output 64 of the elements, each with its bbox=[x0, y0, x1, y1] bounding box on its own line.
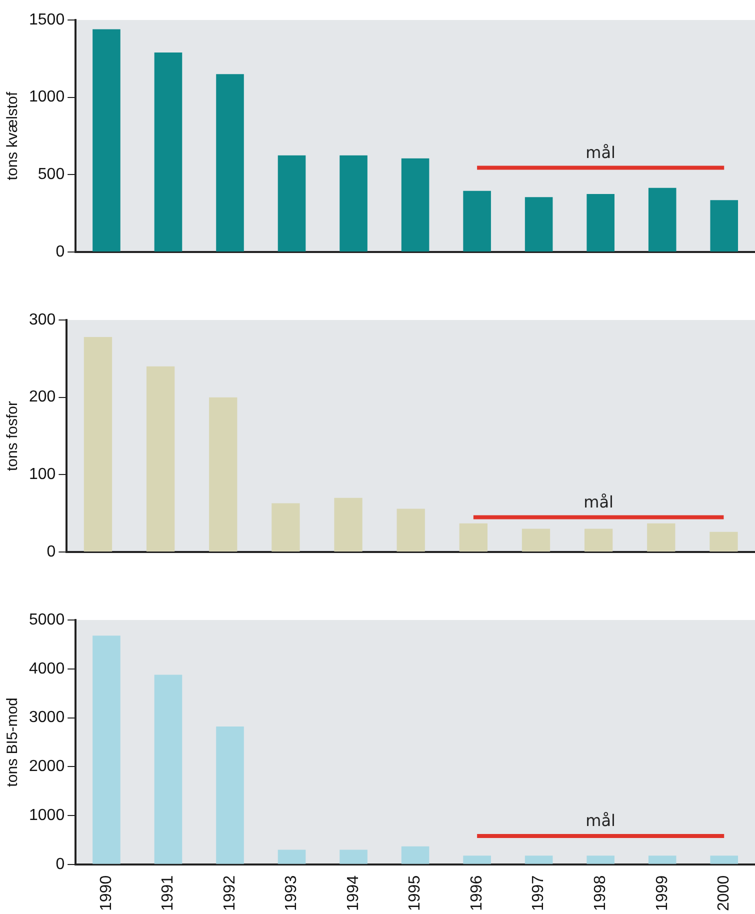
series-label: mål bbox=[586, 142, 616, 162]
y-tick-label: 0 bbox=[56, 856, 65, 873]
y-tick-label: 0 bbox=[46, 543, 56, 560]
bar bbox=[334, 498, 362, 552]
bar bbox=[459, 523, 488, 552]
y-tick-label: 500 bbox=[38, 166, 65, 184]
bar bbox=[710, 856, 738, 864]
bar bbox=[216, 726, 244, 864]
x-tick-label: 1993 bbox=[283, 875, 300, 911]
y-tick-label: 1000 bbox=[29, 88, 65, 106]
x-tick-label: 1990 bbox=[98, 875, 115, 911]
series-label: mål bbox=[586, 811, 616, 830]
bar bbox=[84, 337, 112, 552]
bar bbox=[710, 532, 738, 552]
series-label: mål bbox=[584, 492, 614, 512]
y-tick-label: 200 bbox=[28, 388, 56, 406]
bar bbox=[401, 846, 430, 864]
x-tick-label: 1991 bbox=[160, 875, 177, 911]
bar bbox=[522, 528, 550, 552]
y-tick-label: 5000 bbox=[29, 611, 65, 628]
bar bbox=[524, 856, 553, 864]
x-tick-label: 1999 bbox=[654, 875, 671, 911]
y-tick-label: 1500 bbox=[29, 11, 65, 28]
bar bbox=[154, 674, 182, 864]
x-tick-label: 1995 bbox=[406, 875, 424, 911]
bar bbox=[463, 856, 491, 864]
y-tick-label: 100 bbox=[28, 466, 56, 484]
bar bbox=[216, 74, 244, 252]
y-tick-label: 4000 bbox=[29, 660, 65, 678]
bar bbox=[401, 158, 430, 252]
y-tick-label: 0 bbox=[56, 243, 65, 260]
bar bbox=[92, 636, 120, 864]
y-tick-label: 1000 bbox=[29, 806, 65, 824]
bar bbox=[463, 190, 491, 252]
y-tick-label: 2000 bbox=[29, 758, 65, 776]
bar bbox=[340, 850, 368, 864]
bar bbox=[154, 52, 182, 252]
bar bbox=[584, 528, 613, 552]
bar bbox=[648, 188, 676, 252]
y-axis-title: tons kvælstof bbox=[4, 90, 22, 180]
bar bbox=[524, 197, 553, 252]
x-tick-label: 1992 bbox=[221, 875, 238, 911]
bar bbox=[586, 194, 614, 252]
x-tick-label: 1996 bbox=[468, 875, 486, 911]
y-tick-label: 300 bbox=[28, 311, 56, 328]
y-tick-label: 3000 bbox=[29, 709, 65, 726]
bar bbox=[648, 856, 676, 864]
bar bbox=[647, 523, 676, 552]
y-axis-title: tons BI5-mod bbox=[4, 698, 22, 787]
x-tick-label: 1994 bbox=[344, 875, 362, 911]
bar bbox=[272, 503, 300, 552]
bar bbox=[278, 155, 306, 252]
y-axis-title: tons fosfor bbox=[4, 400, 22, 472]
bar bbox=[92, 29, 120, 252]
bar bbox=[586, 856, 614, 864]
x-tick-label: 1997 bbox=[530, 875, 548, 911]
bar bbox=[340, 155, 368, 252]
bar bbox=[396, 508, 425, 552]
x-tick-label: 1998 bbox=[592, 875, 609, 911]
bar bbox=[209, 397, 238, 552]
bar bbox=[146, 366, 175, 552]
bar bbox=[278, 850, 306, 864]
x-tick-label: 2000 bbox=[716, 875, 733, 911]
bar bbox=[710, 200, 738, 252]
